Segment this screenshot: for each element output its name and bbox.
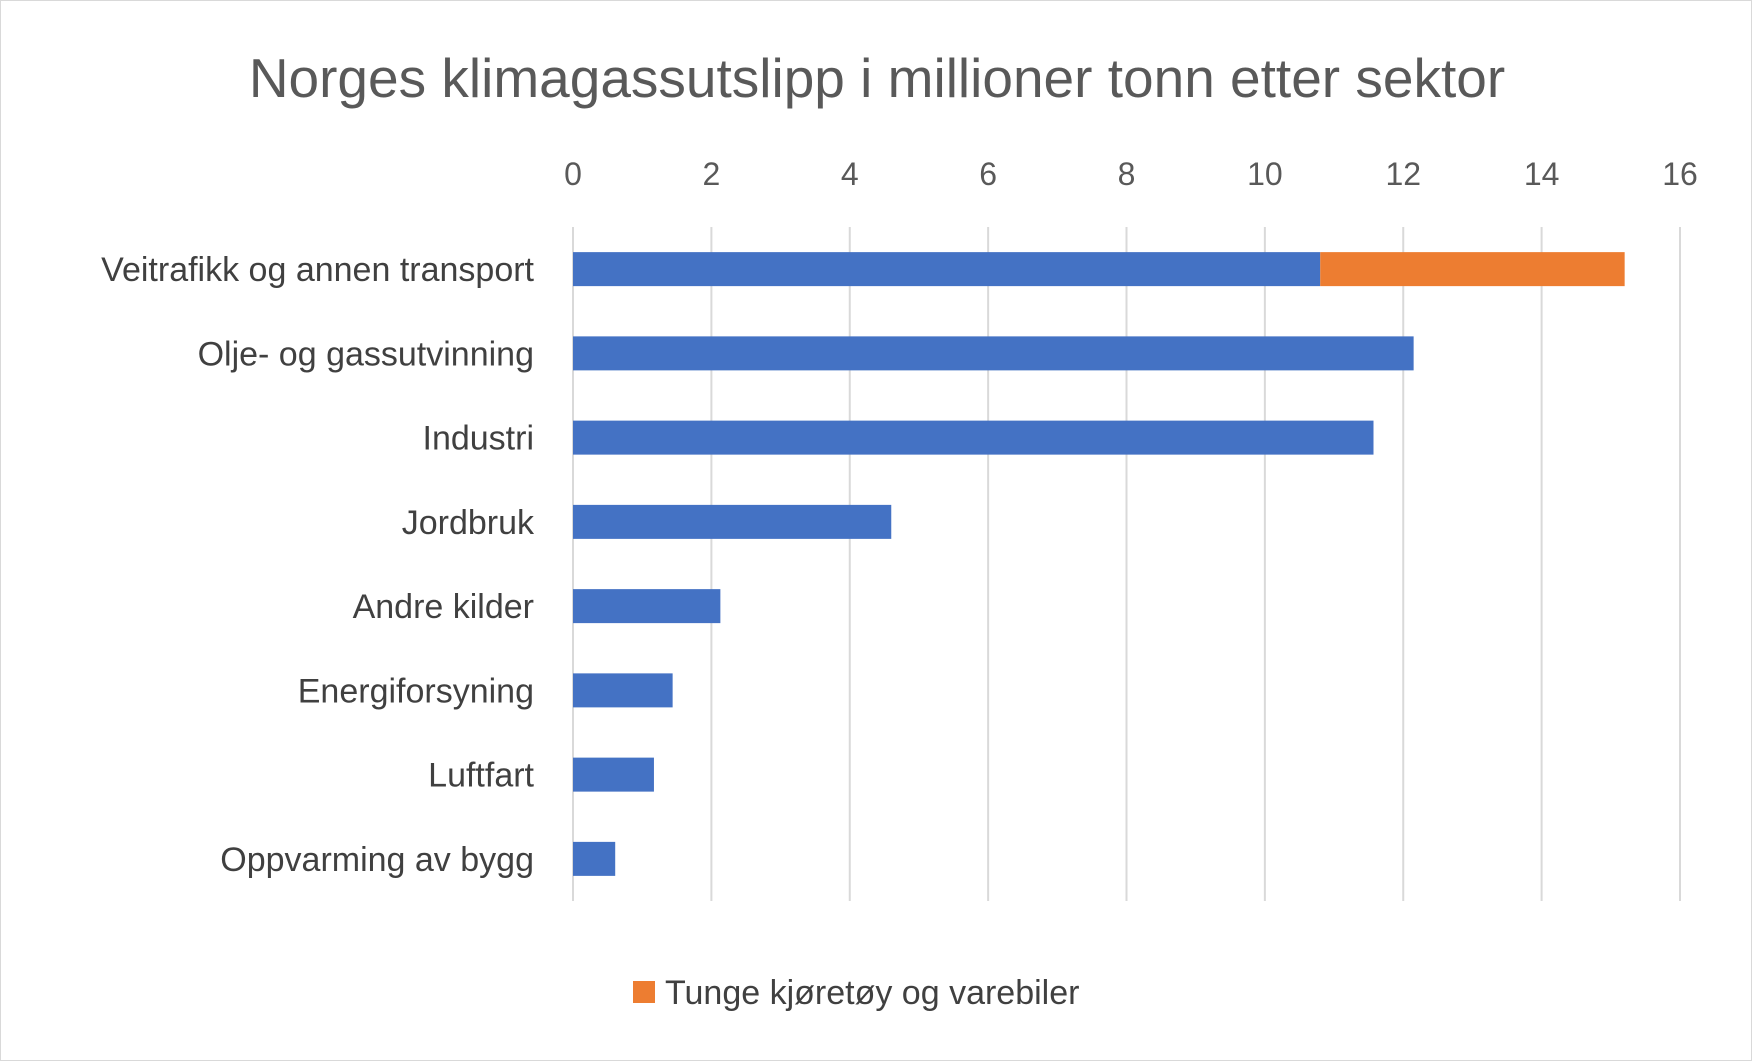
bar-series-1 (573, 841, 616, 876)
bar-series-2 (1320, 252, 1625, 287)
x-tick-label: 2 (702, 156, 720, 192)
category-label: Veitrafikk og annen transport (101, 251, 534, 289)
bars (573, 252, 1625, 876)
category-label: Olje- og gassutvinning (198, 335, 534, 373)
x-tick-label: 12 (1385, 156, 1421, 192)
x-tick-label: 16 (1662, 156, 1698, 192)
category-label: Industri (423, 420, 535, 458)
category-label: Luftfart (428, 757, 534, 795)
x-tick-label: 8 (1118, 156, 1136, 192)
bar-series-1 (573, 336, 1414, 371)
category-label: Oppvarming av bygg (220, 841, 534, 879)
x-tick-label: 6 (979, 156, 997, 192)
x-tick-label: 0 (564, 156, 582, 192)
category-labels: Veitrafikk og annen transport Olje- og ga… (101, 251, 535, 879)
chart-title: Norges klimagassutslipp i millioner tonn… (249, 47, 1505, 109)
x-tick-label: 10 (1247, 156, 1283, 192)
category-label: Andre kilder (353, 588, 534, 626)
x-tick-label: 14 (1524, 156, 1560, 192)
category-label: Jordbruk (402, 504, 535, 542)
gridlines (572, 227, 1681, 901)
x-tick-label: 4 (841, 156, 859, 192)
bar-series-1 (573, 589, 721, 624)
category-label: Energiforsyning (298, 672, 534, 710)
bar-series-1 (573, 252, 1321, 287)
legend-swatch (633, 981, 655, 1003)
bar-series-1 (573, 673, 673, 708)
bar-series-1 (573, 504, 892, 539)
x-axis-ticks: 0 2 4 6 8 10 12 14 16 (564, 156, 1698, 192)
legend: Tunge kjøretøy og varebiler (633, 974, 1079, 1012)
legend-label: Tunge kjøretøy og varebiler (665, 974, 1079, 1012)
bar-series-1 (573, 420, 1374, 455)
bar-series-1 (573, 757, 654, 792)
